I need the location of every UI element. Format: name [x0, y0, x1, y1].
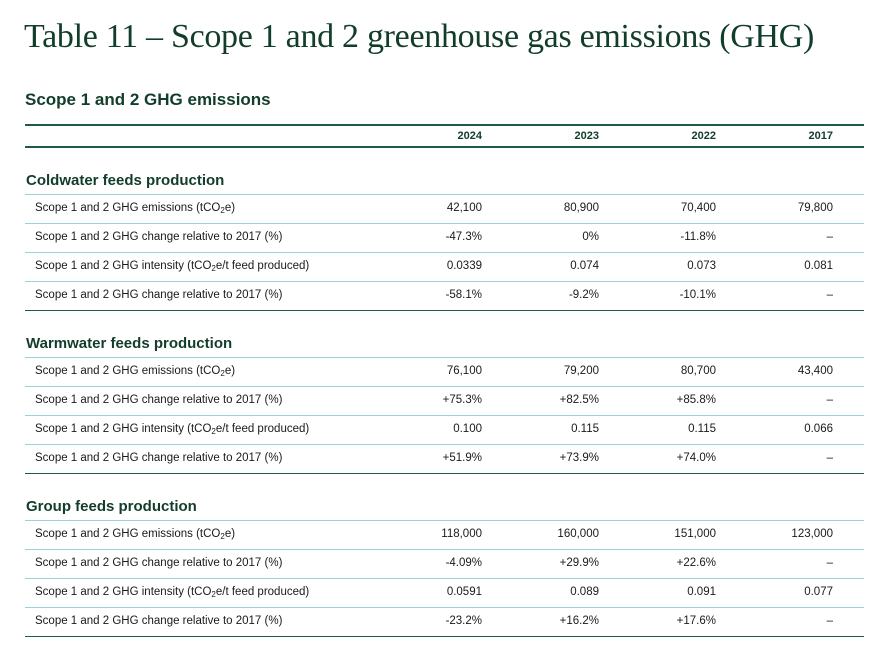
section-title: Coldwater feeds production: [25, 148, 864, 194]
table-cell: –: [826, 394, 833, 406]
table-cell: -4.09%: [445, 557, 482, 569]
table-cell: 118,000: [441, 528, 482, 540]
column-header-2017: 2017: [808, 130, 833, 142]
row-label: Scope 1 and 2 GHG emissions (tCO2e): [35, 365, 236, 378]
table-cell: +51.9%: [442, 452, 482, 464]
section-title-label: Warmwater feeds production: [26, 335, 233, 352]
table-cell: +29.9%: [559, 557, 599, 569]
section-title-label: Coldwater feeds production: [26, 172, 225, 189]
row-label: Scope 1 and 2 GHG change relative to 201…: [35, 289, 283, 301]
column-header-2024: 2024: [457, 130, 482, 142]
table-cell: 79,200: [563, 365, 599, 377]
table-cell: 0.066: [804, 423, 833, 435]
table-cell: 0.073: [687, 260, 716, 272]
table-cell: 0.0591: [446, 586, 482, 598]
table-heading: Scope 1 and 2 GHG emissions: [25, 90, 271, 109]
table-cell: 160,000: [557, 528, 599, 540]
table-row: Scope 1 and 2 GHG intensity (tCO2e/t fee…: [25, 252, 864, 281]
table-cell: -47.3%: [445, 231, 482, 243]
table-cell: 123,000: [791, 528, 833, 540]
table-row: Scope 1 and 2 GHG change relative to 201…: [25, 549, 864, 578]
table-cell: –: [826, 452, 833, 464]
table-cell: 0.100: [453, 423, 482, 435]
table-cell: +74.0%: [676, 452, 716, 464]
table-row: Scope 1 and 2 GHG emissions (tCO2e) 118,0…: [25, 520, 864, 549]
table-cell: –: [826, 289, 833, 301]
table-cell: 80,900: [563, 202, 599, 214]
row-label: Scope 1 and 2 GHG intensity (tCO2e/t fee…: [35, 260, 310, 273]
row-label: Scope 1 and 2 GHG emissions (tCO2e): [35, 528, 236, 541]
table-cell: 0.077: [804, 586, 833, 598]
table-cell: -9.2%: [568, 289, 599, 301]
table-row: Scope 1 and 2 GHG emissions (tCO2e) 42,10…: [25, 194, 864, 223]
table-cell: 0.074: [570, 260, 599, 272]
table-row: Scope 1 and 2 GHG change relative to 201…: [25, 444, 864, 474]
table-row: Scope 1 and 2 GHG change relative to 201…: [25, 281, 864, 311]
table-row: Scope 1 and 2 GHG intensity (tCO2e/t fee…: [25, 578, 864, 607]
table-row: Scope 1 and 2 GHG change relative to 201…: [25, 223, 864, 252]
table-cell: 79,800: [797, 202, 833, 214]
table-cell: 0.081: [804, 260, 833, 272]
table-cell: 0.115: [571, 423, 599, 435]
table-header-row: 2024 2023 2022 2017: [25, 124, 864, 148]
table-cell: 0.091: [687, 586, 716, 598]
table-cell: -10.1%: [679, 289, 716, 301]
section-title: Warmwater feeds production: [25, 311, 864, 357]
table-row: Scope 1 and 2 GHG change relative to 201…: [25, 607, 864, 637]
table-cell: -11.8%: [680, 231, 716, 243]
table-cell: 42,100: [446, 202, 482, 214]
section-title: Group feeds production: [25, 474, 864, 520]
table-cell: 0.089: [570, 586, 599, 598]
table-cell: -58.1%: [445, 289, 482, 301]
table-cell: 43,400: [797, 365, 833, 377]
table-cell: –: [826, 557, 833, 569]
row-label: Scope 1 and 2 GHG change relative to 201…: [35, 615, 283, 627]
table-cell: +85.8%: [676, 394, 716, 406]
table-cell: –: [826, 231, 833, 243]
table-cell: 151,000: [674, 528, 716, 540]
table-row: Scope 1 and 2 GHG emissions (tCO2e) 76,10…: [25, 357, 864, 386]
row-label: Scope 1 and 2 GHG change relative to 201…: [35, 231, 283, 243]
table-cell: +17.6%: [676, 615, 716, 627]
table-cell: +82.5%: [559, 394, 599, 406]
table-cell: +16.2%: [559, 615, 599, 627]
table-body: Coldwater feeds production Scope 1 and 2 …: [25, 148, 864, 637]
row-label: Scope 1 and 2 GHG intensity (tCO2e/t fee…: [35, 586, 310, 599]
table-row: Scope 1 and 2 GHG change relative to 201…: [25, 386, 864, 415]
row-label: Scope 1 and 2 GHG intensity (tCO2e/t fee…: [35, 423, 310, 436]
table-cell: 0%: [582, 231, 599, 243]
table-cell: 76,100: [446, 365, 482, 377]
row-label: Scope 1 and 2 GHG change relative to 201…: [35, 557, 283, 569]
table-cell: 0.0339: [446, 260, 482, 272]
table-cell: 80,700: [680, 365, 716, 377]
page-title: Table 11 – Scope 1 and 2 greenhouse gas …: [24, 18, 815, 55]
row-label: Scope 1 and 2 GHG change relative to 201…: [35, 394, 283, 406]
table-cell: +75.3%: [442, 394, 482, 406]
row-label: Scope 1 and 2 GHG change relative to 201…: [35, 452, 283, 464]
table-cell: 0.115: [688, 423, 716, 435]
column-header-2023: 2023: [574, 130, 599, 142]
row-label: Scope 1 and 2 GHG emissions (tCO2e): [35, 202, 236, 215]
table-cell: 70,400: [680, 202, 716, 214]
column-header-2022: 2022: [691, 130, 716, 142]
emissions-table: 2024 2023 2022 2017 Coldwater feeds prod…: [25, 124, 864, 637]
section-title-label: Group feeds production: [26, 498, 197, 515]
table-cell: -23.2%: [445, 615, 482, 627]
table-row: Scope 1 and 2 GHG intensity (tCO2e/t fee…: [25, 415, 864, 444]
table-cell: –: [826, 615, 833, 627]
table-cell: +73.9%: [559, 452, 599, 464]
table-cell: +22.6%: [676, 557, 716, 569]
